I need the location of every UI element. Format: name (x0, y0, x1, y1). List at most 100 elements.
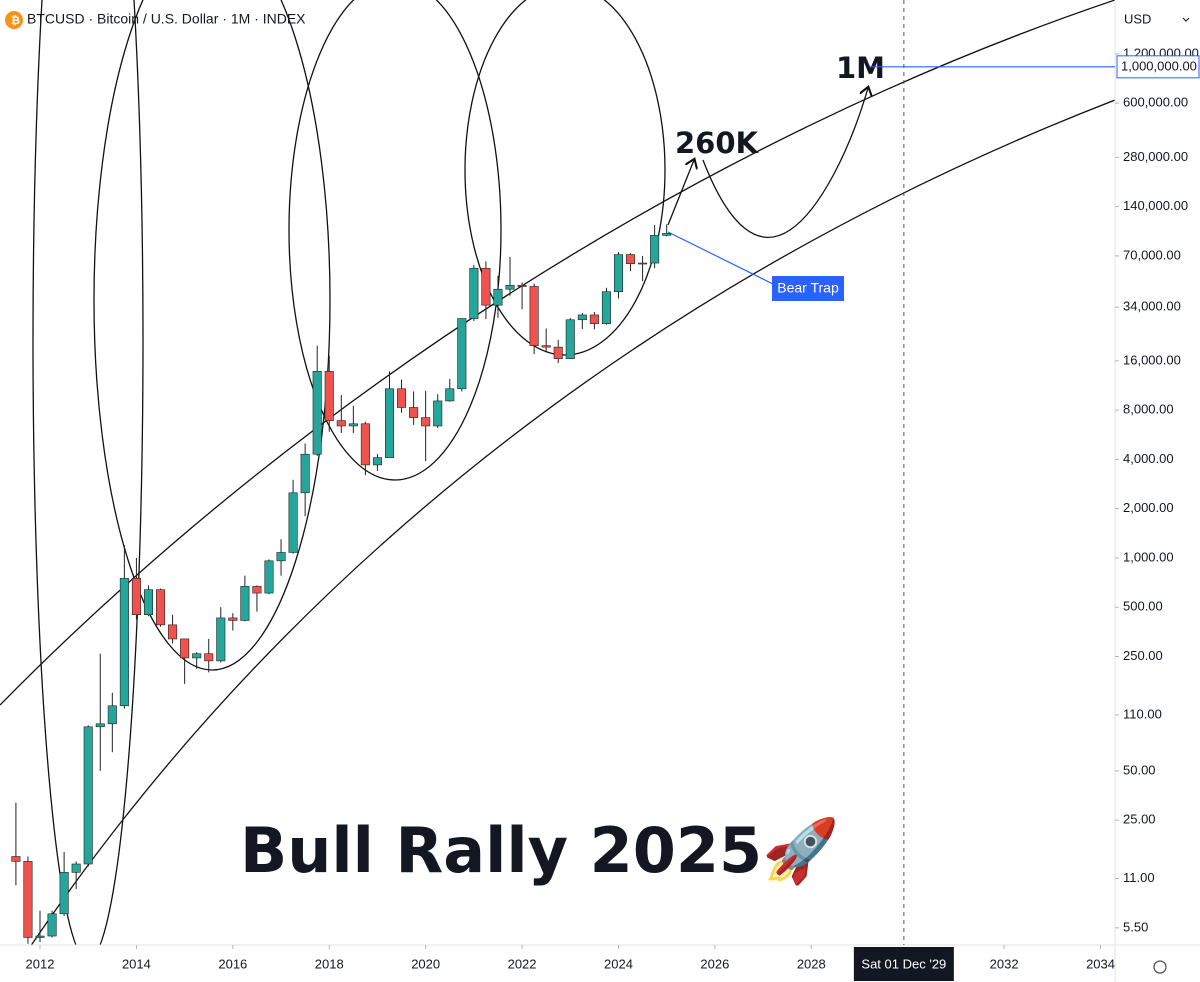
dropdown-caret[interactable] (1182, 17, 1190, 22)
candle-body (469, 267, 479, 319)
candle-body (156, 589, 166, 626)
x-tick-label: 2034 (1086, 956, 1115, 971)
candle-body (252, 586, 262, 594)
bitcoin-glyph: ₿ (11, 15, 20, 27)
x-tick-label: 2020 (411, 956, 440, 971)
x-tick-label: 2028 (797, 956, 826, 971)
candle-body (192, 653, 202, 659)
candle-body (505, 284, 515, 290)
target-label: 1M (836, 51, 885, 85)
candle-body (397, 388, 407, 408)
price-axis-panel (1115, 0, 1200, 982)
crosshair-box (853, 947, 954, 981)
candle-body (131, 578, 141, 615)
x-tick-label: 2032 (990, 956, 1019, 971)
candle-body (71, 863, 81, 873)
y-tick-label: 1,000.00 (1123, 549, 1174, 564)
x-tick-label: 2024 (604, 956, 633, 971)
candle-body (180, 638, 190, 659)
candle-body (481, 267, 491, 306)
y-tick-label: 50.00 (1123, 762, 1156, 777)
candle-body (35, 935, 45, 938)
arrow (667, 160, 694, 226)
candle-body (83, 726, 93, 865)
candle-body (216, 617, 226, 662)
y-tick-label: 280,000.00 (1123, 149, 1188, 164)
y-tick-label: 500.00 (1123, 599, 1163, 614)
y-tick-label: 11.00 (1123, 870, 1155, 885)
candle-body (541, 345, 551, 348)
candle-body (11, 856, 21, 862)
candle-body (421, 417, 431, 427)
candle-body (95, 723, 105, 728)
candle-body (384, 388, 395, 458)
channel-upper (0, 0, 1115, 706)
candle-body (577, 314, 587, 321)
candle-body (433, 400, 443, 427)
symbol-title: BTCUSD · Bitcoin / U.S. Dollar · 1M · IN… (27, 11, 306, 27)
candle-body (336, 420, 346, 427)
candle-body (288, 492, 298, 553)
channel-lower (30, 99, 1115, 945)
candle-body (445, 388, 455, 402)
candle-body (264, 560, 274, 594)
price-line-label: 1,000,000.00 (1121, 58, 1197, 73)
x-tick-label: 2026 (700, 956, 729, 971)
candle-body (529, 286, 539, 346)
y-tick-label: 34,000.00 (1123, 299, 1181, 314)
y-tick-label: 25.00 (1123, 812, 1156, 827)
candle-body (143, 589, 153, 615)
cycle-circle (32, 0, 144, 945)
crosshair-label: Sat 01 Dec '29 (861, 956, 946, 971)
x-tick-label: 2012 (26, 956, 55, 971)
candle-body (107, 705, 117, 725)
y-tick-label: 8,000.00 (1123, 402, 1174, 417)
candle-body (626, 254, 636, 265)
candle-body (457, 318, 467, 390)
bear-trap-pointer (667, 231, 776, 286)
y-tick-label: 140,000.00 (1123, 198, 1188, 213)
candle-body (312, 371, 322, 455)
candle-body (348, 423, 358, 427)
bear-trap-label: Bear Trap (777, 280, 839, 296)
candle-body (601, 291, 611, 324)
candle-body (613, 254, 623, 292)
currency-label[interactable]: USD (1124, 11, 1151, 26)
candle-body (360, 423, 370, 466)
candle-body (276, 552, 286, 562)
y-tick-label: 16,000.00 (1123, 352, 1181, 367)
plot-area (0, 0, 1115, 945)
candle-body (228, 617, 238, 621)
bitcoin-icon (5, 11, 23, 29)
y-tick-label: 110.00 (1123, 706, 1162, 721)
target-label: 260K (675, 126, 760, 160)
candle-body (517, 284, 527, 287)
x-tick-label: 2016 (218, 956, 247, 971)
candle-body (204, 653, 214, 662)
candle-body (168, 624, 178, 640)
bear-trap-box (772, 276, 844, 301)
y-tick-label: 600,000.00 (1123, 95, 1188, 110)
cycle-circle (288, 0, 502, 481)
cycle-circle (464, 0, 666, 356)
candle-body (553, 346, 563, 359)
candle-body (23, 861, 33, 938)
y-tick-label: 4,000.00 (1123, 451, 1174, 466)
candle-body (300, 453, 310, 494)
candle-body (493, 288, 503, 306)
candle-body (119, 578, 129, 707)
arrow (702, 88, 868, 238)
headline: Bull Rally 2025🚀 (240, 814, 839, 887)
settings-icon[interactable] (1153, 960, 1167, 974)
candle-body (638, 262, 648, 265)
candle-body (324, 371, 334, 421)
candle-body (650, 235, 660, 264)
x-tick-label: 2022 (508, 956, 537, 971)
candle-body (565, 319, 575, 359)
candle-body (662, 233, 672, 236)
cycle-circle (93, 0, 331, 671)
y-tick-label: 70,000.00 (1123, 247, 1181, 262)
